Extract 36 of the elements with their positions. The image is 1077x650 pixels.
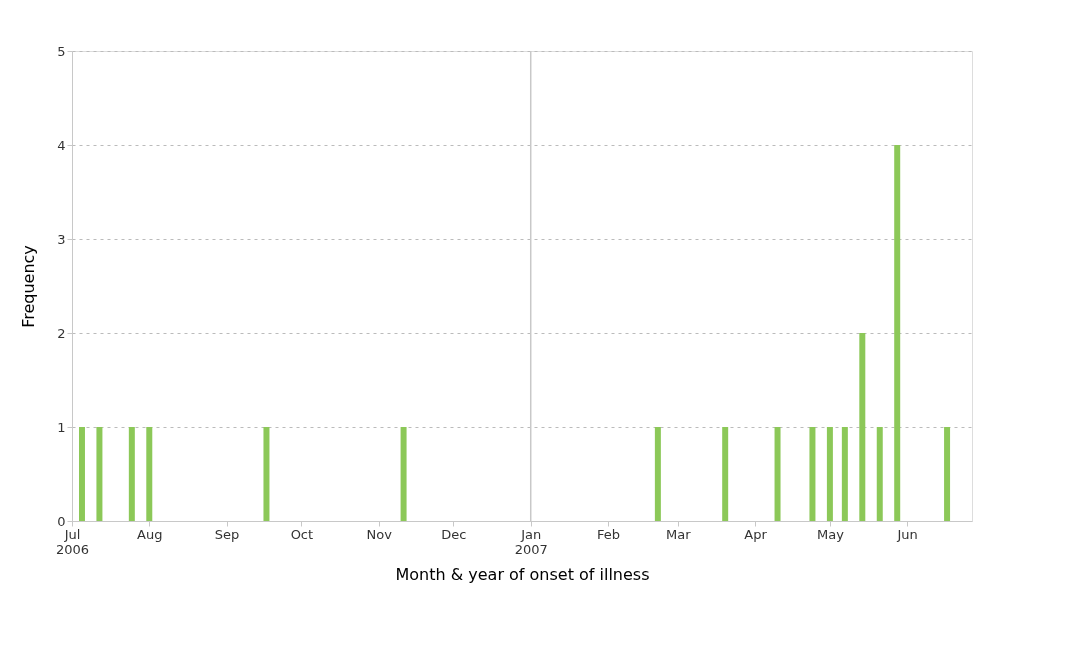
bar — [894, 145, 901, 521]
bar — [876, 427, 883, 521]
bar — [96, 427, 103, 521]
bar — [263, 427, 270, 521]
x-tick-label: Oct — [290, 526, 314, 542]
x-tick-label: Mar — [666, 526, 692, 542]
x-tick-label: Apr — [744, 526, 768, 542]
bar — [78, 427, 85, 521]
bar — [944, 427, 951, 521]
x-tick-label: Nov — [366, 526, 393, 542]
y-tick-label: 0 — [57, 513, 66, 529]
bar — [654, 427, 661, 521]
bar — [841, 427, 848, 521]
bar — [809, 427, 816, 521]
x-tick-label: Aug — [137, 526, 163, 542]
x-tick-label: Feb — [597, 526, 621, 542]
bar — [722, 427, 729, 521]
bar — [774, 427, 781, 521]
bar — [128, 427, 135, 521]
x-axis-title: Month & year of onset of illness — [395, 564, 650, 584]
x-tick-label: May — [816, 526, 845, 542]
x-tick-label: Sep — [214, 526, 240, 542]
y-axis-title: Frequency — [19, 245, 39, 328]
bar — [826, 427, 833, 521]
y-tick-label: 5 — [57, 43, 66, 59]
x-tick-label: Jul 2006 — [55, 526, 90, 557]
y-tick-label: 3 — [57, 231, 66, 247]
bar — [859, 333, 866, 521]
x-tick-label: Dec — [441, 526, 467, 542]
bar — [400, 427, 407, 521]
x-tick-label: Jan 2007 — [514, 526, 548, 557]
y-tick-label: 4 — [57, 137, 66, 153]
y-tick-label: 1 — [57, 419, 66, 435]
x-tick-label: Jun — [896, 526, 918, 542]
bar — [146, 427, 153, 521]
y-tick-label: 2 — [57, 325, 66, 341]
